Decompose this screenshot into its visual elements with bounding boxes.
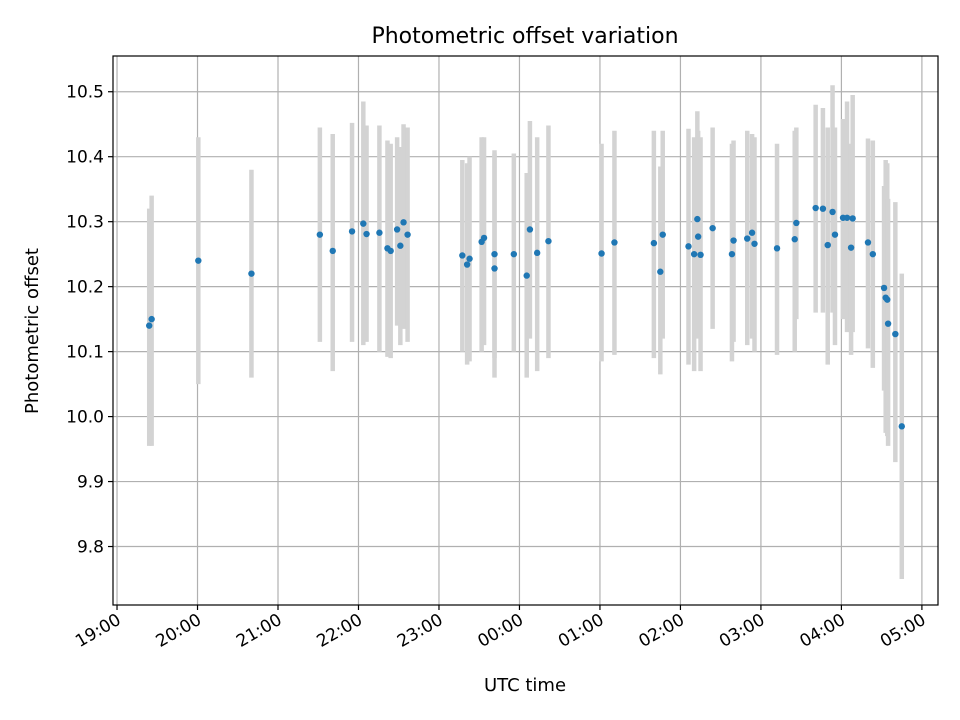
data-point bbox=[248, 270, 255, 277]
data-point bbox=[819, 205, 827, 212]
data-point bbox=[751, 240, 758, 247]
chart-title: Photometric offset variation bbox=[371, 24, 678, 49]
data-point bbox=[459, 252, 466, 259]
y-tick-label: 10.5 bbox=[66, 83, 104, 103]
y-axis-label: Photometric offset bbox=[22, 248, 43, 414]
data-point bbox=[880, 284, 888, 292]
data-point bbox=[463, 261, 471, 268]
data-point bbox=[404, 231, 411, 238]
data-point bbox=[611, 239, 618, 246]
data-point bbox=[533, 249, 541, 257]
data-point bbox=[480, 234, 488, 242]
data-point bbox=[376, 229, 383, 236]
data-point bbox=[598, 250, 605, 257]
data-point bbox=[360, 220, 367, 227]
y-tick-label: 9.9 bbox=[77, 473, 104, 493]
data-point bbox=[657, 268, 664, 275]
data-point bbox=[892, 330, 899, 338]
data-point bbox=[316, 231, 324, 238]
data-point bbox=[685, 243, 692, 250]
data-point bbox=[847, 244, 855, 251]
data-point bbox=[659, 231, 666, 238]
data-point bbox=[843, 214, 851, 221]
data-point bbox=[146, 322, 153, 329]
data-point bbox=[829, 208, 836, 216]
data-point bbox=[812, 204, 819, 212]
data-point bbox=[793, 219, 800, 227]
data-point bbox=[690, 250, 698, 258]
data-point bbox=[348, 228, 356, 235]
data-point bbox=[400, 219, 407, 226]
data-point bbox=[730, 237, 737, 244]
data-point bbox=[831, 231, 839, 238]
data-point bbox=[709, 224, 716, 232]
data-point bbox=[697, 251, 704, 259]
y-tick-label: 10.3 bbox=[66, 213, 104, 233]
data-point bbox=[773, 245, 781, 252]
plot-frame bbox=[112, 55, 939, 606]
x-axis-label: UTC time bbox=[484, 675, 566, 696]
data-point bbox=[849, 215, 856, 222]
y-tick-label: 9.8 bbox=[77, 538, 104, 558]
data-point bbox=[329, 247, 336, 255]
data-point bbox=[466, 255, 473, 262]
data-point bbox=[491, 265, 498, 272]
y-tick-label: 10.0 bbox=[66, 408, 104, 428]
data-point bbox=[650, 239, 658, 247]
data-point bbox=[526, 226, 534, 233]
data-point bbox=[393, 226, 401, 233]
data-point bbox=[728, 250, 736, 258]
data-point bbox=[884, 296, 891, 303]
y-tick-label: 10.1 bbox=[66, 343, 104, 363]
data-point bbox=[748, 229, 756, 236]
data-point bbox=[898, 423, 905, 430]
data-point bbox=[545, 237, 552, 245]
data-point bbox=[523, 272, 530, 279]
data-point bbox=[694, 233, 702, 240]
y-tick-label: 10.4 bbox=[66, 148, 104, 168]
data-point bbox=[791, 236, 798, 243]
data-point bbox=[884, 320, 892, 327]
data-point bbox=[363, 230, 370, 238]
data-point bbox=[387, 247, 394, 255]
data-point bbox=[510, 250, 518, 258]
data-point bbox=[824, 241, 831, 249]
data-point bbox=[744, 235, 751, 242]
data-point bbox=[864, 239, 872, 246]
data-point bbox=[869, 250, 877, 258]
data-point bbox=[148, 315, 155, 323]
y-tick-label: 10.2 bbox=[66, 278, 104, 298]
data-point bbox=[694, 215, 701, 223]
data-point bbox=[397, 242, 404, 249]
data-point bbox=[491, 250, 498, 258]
data-point bbox=[195, 257, 202, 264]
